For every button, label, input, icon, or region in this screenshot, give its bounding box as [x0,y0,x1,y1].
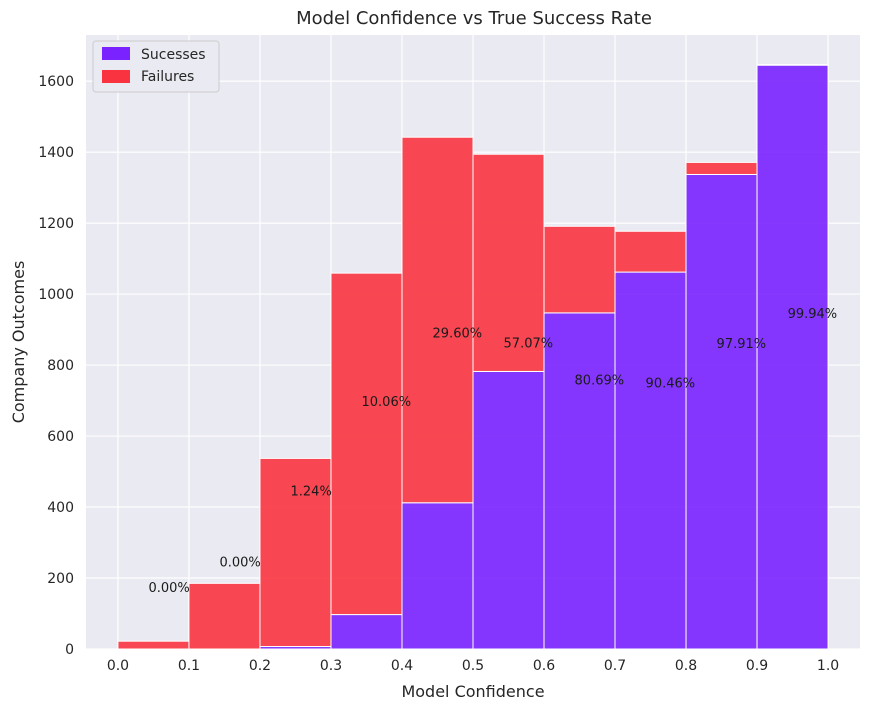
bar-failures-0 [117,640,190,650]
y-tick-label: 1400 [38,145,74,161]
y-tick-label: 1600 [38,74,74,90]
y-tick-labels: 0 200 400 600 800 1000 1200 1400 1600 [38,74,74,658]
bar-percentage-label: 80.69% [575,374,625,389]
bar-sucesses-8 [685,173,758,650]
x-tick-labels: 0.0 0.1 0.2 0.3 0.4 0.5 0.6 0.7 0.8 0.9 1.0 [107,658,839,674]
bar-percentage-label: 0.00% [148,581,189,596]
x-axis-title: Model Confidence [401,682,544,701]
x-tick-label: 0.5 [462,658,484,674]
legend-swatch-failures [102,70,130,83]
bar-failures-8 [685,161,758,175]
y-tick-label: 400 [47,500,74,516]
x-tick-label: 0.3 [320,658,342,674]
bar-sucesses-5 [472,370,545,650]
bar-percentage-label: 97.91% [717,337,767,352]
bar-percentage-label: 57.07% [504,336,554,351]
bar-percentage-label: 29.60% [433,327,483,342]
bar-percentage-label: 90.46% [646,376,696,391]
bar-failures-6 [543,225,616,314]
bar-percentage-label: 99.94% [788,307,838,322]
y-tick-label: 600 [47,429,74,445]
bars [117,63,829,650]
x-tick-label: 0.6 [533,658,555,674]
y-tick-label: 800 [47,358,74,374]
chart-title: Model Confidence vs True Success Rate [296,8,652,29]
bar-percentage-label: 0.00% [219,556,260,571]
bar-sucesses-3 [330,614,403,650]
x-tick-label: 0.4 [391,658,413,674]
x-tick-label: 0.7 [604,658,626,674]
legend-label-failures: Failures [141,69,194,85]
legend-swatch-sucesses [102,47,130,60]
bar-sucesses-7 [614,271,687,650]
x-tick-label: 0.2 [249,658,271,674]
bar-failures-9 [756,63,829,66]
bar-annotations: 0.00% 0.00% 1.24% 10.06% 29.60% 57.07% 80.69% 9… [148,307,837,596]
bar-sucesses-6 [543,312,616,650]
y-tick-label: 0 [65,642,74,658]
y-tick-label: 200 [47,571,74,587]
x-tick-label: 0.9 [746,658,768,674]
bar-failures-7 [614,230,687,273]
bar-failures-1 [188,582,261,650]
bar-failures-2 [259,457,332,648]
y-tick-label: 1000 [38,287,74,303]
bar-percentage-label: 10.06% [362,395,412,410]
x-tick-label: 0.1 [178,658,200,674]
y-axis-title: Company Outcomes [9,261,28,424]
bar-failures-4 [401,136,474,504]
bar-percentage-label: 1.24% [291,485,332,500]
bar-failures-3 [330,272,403,616]
legend: Sucesses Failures [92,40,220,93]
x-tick-label: 0.8 [675,658,697,674]
bar-sucesses-9 [756,64,829,650]
x-tick-label: 1.0 [817,658,839,674]
bar-sucesses-4 [401,502,474,650]
legend-label-sucesses: Sucesses [141,47,206,63]
y-tick-label: 1200 [38,216,74,232]
x-tick-label: 0.0 [107,658,129,674]
